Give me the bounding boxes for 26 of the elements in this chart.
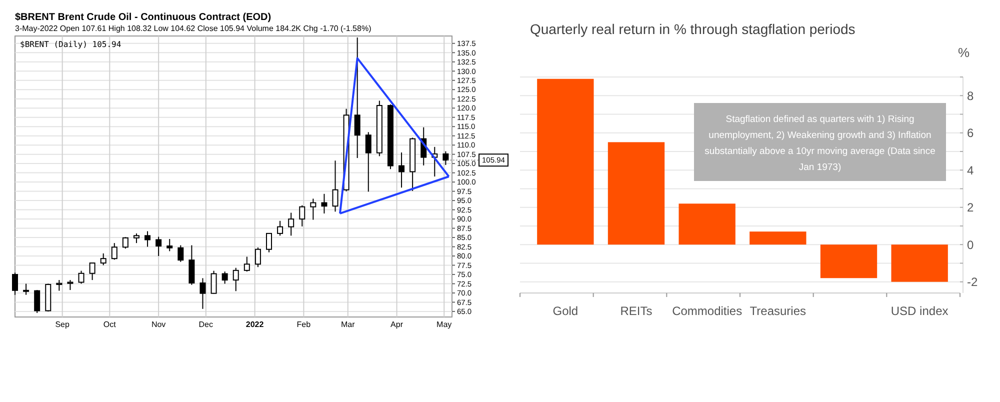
x-tick-label: Commodities (672, 304, 742, 318)
y-tick-label: -2 (967, 275, 978, 290)
annotation: Stagflation defined as quarters with 1) Rising unemployment, 2) Weakening growth and 3) Inflation substantially above a 10yr moving average (Data since Jan 1973) (704, 114, 936, 173)
y-tick-label: 6 (967, 126, 974, 140)
chart-subtitle: 3-May-2022 Open 107.61 High 108.32 Low 104.62 Close 105.94 Volume 184.2K Chg -1.70 (-1.58%) (15, 24, 372, 33)
x-tick-label: Treasuries (750, 304, 806, 318)
y-tick-label: 4 (967, 163, 974, 178)
y-tick-label: 8 (967, 88, 974, 103)
x-tick-label: USD index (890, 304, 948, 318)
x-tick-label: 2022 (246, 320, 264, 329)
x-tick-label: Feb (296, 320, 312, 329)
y-tick-label: 2 (967, 200, 974, 215)
x-tick-label: Gold (552, 304, 578, 318)
chart-title: Quarterly real return in % through stagflation periods (530, 21, 856, 37)
y-tick-label: 0 (967, 238, 974, 252)
y-axis-title: % (958, 45, 970, 60)
x-tick-label: Dec (198, 320, 214, 329)
x-tick-label: Sep (55, 320, 70, 329)
x-tick-label: Apr (390, 320, 404, 329)
x-tick-label: Nov (151, 320, 166, 329)
x-tick-label: May (436, 320, 452, 329)
x-tick-label: REITs (620, 304, 652, 318)
annotation: $BRENT (Daily) 105.94 (20, 40, 122, 49)
chart-title: $BRENT Brent Crude Oil - Continuous Contract (EOD) (15, 12, 272, 23)
x-tick-label: Oct (103, 320, 117, 329)
x-tick-label: Mar (340, 320, 356, 329)
